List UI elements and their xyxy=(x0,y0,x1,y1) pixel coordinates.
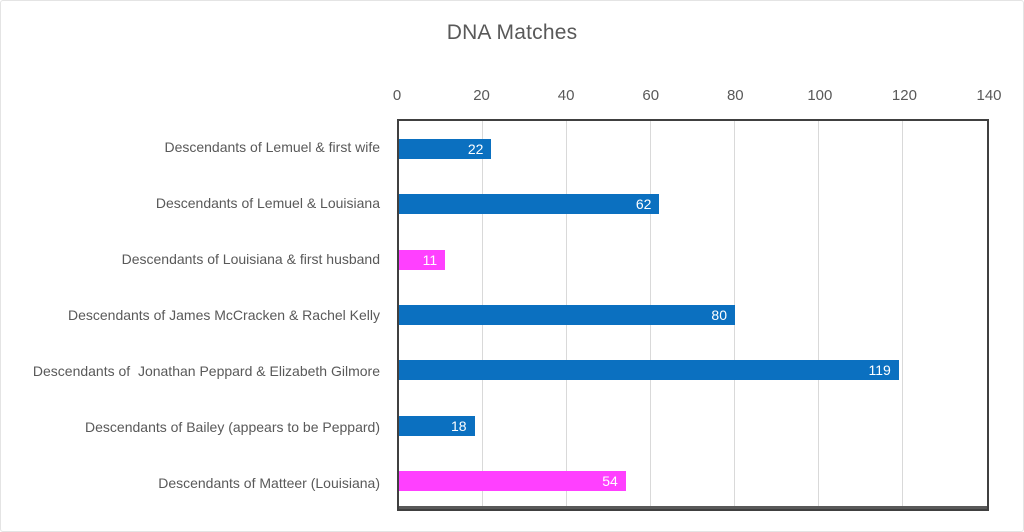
bar-value-label: 11 xyxy=(422,251,438,268)
bar: 80 xyxy=(399,305,735,325)
x-tick-label: 80 xyxy=(726,87,744,104)
x-tick-label: 60 xyxy=(642,87,660,104)
x-tick-label: 100 xyxy=(807,87,833,104)
x-tick-label: 40 xyxy=(557,87,575,104)
bar-value-label: 22 xyxy=(467,140,484,157)
x-tick-label: 0 xyxy=(392,87,402,104)
x-tick-label: 140 xyxy=(976,87,1002,104)
bar: 54 xyxy=(399,471,626,492)
gridline xyxy=(902,121,903,509)
bar-value-label: 119 xyxy=(868,362,891,379)
bar-value-label: 18 xyxy=(451,417,467,434)
bar: 62 xyxy=(399,194,660,215)
bar: 11 xyxy=(399,249,446,270)
bar-value-label: 62 xyxy=(635,196,652,213)
x-tick-label: 20 xyxy=(473,87,490,104)
x-tick-label: 120 xyxy=(891,87,917,104)
bar-value-label: 54 xyxy=(602,473,618,490)
y-axis-category-labels: Descendants of Lemuel & first wife Descen… xyxy=(1,119,389,511)
x-axis-baseline xyxy=(399,506,987,509)
bar: 22 xyxy=(399,138,492,159)
bar-value-label: 80 xyxy=(711,307,727,323)
x-axis: 0 20 40 60 80 100 120 140 xyxy=(393,87,1002,109)
category-label: Descendants of James McCracken & Rachel … xyxy=(67,307,380,323)
category-label: Descendants of Jonathan Peppard & Elizab… xyxy=(32,363,380,379)
category-label: Descendants of Lemuel & Louisiana xyxy=(155,195,380,211)
category-label: Descendants of Lemuel & first wife xyxy=(164,139,380,155)
gridline xyxy=(818,121,819,509)
plot-area: 22 62 11 80 119 18 54 xyxy=(397,119,989,511)
chart-title: DNA Matches xyxy=(446,21,578,44)
category-label: Descendants of Bailey (appears to be Pep… xyxy=(85,419,380,435)
bar: 119 xyxy=(399,360,899,381)
category-label: Descendants of Matteer (Louisiana) xyxy=(158,475,380,491)
category-label: Descendants of Louisiana & first husband xyxy=(121,251,380,267)
bar: 18 xyxy=(399,415,475,436)
